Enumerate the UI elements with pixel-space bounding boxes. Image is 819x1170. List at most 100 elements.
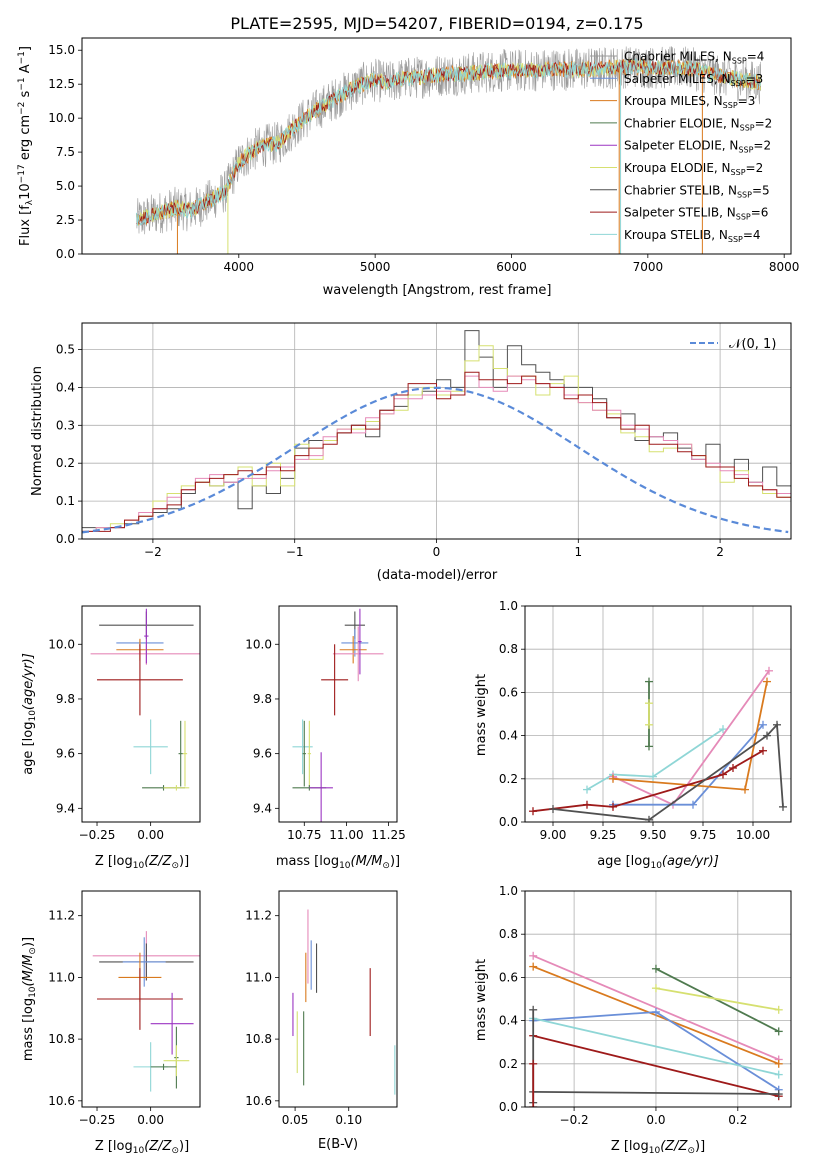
histogram-3 <box>82 371 791 539</box>
spectrum-ytick-label-5: 12.5 <box>48 77 75 91</box>
mass-weight-vs-z-frame <box>524 890 792 1108</box>
mass-weight-vs-age-marker-6-5 <box>759 746 767 755</box>
spectrum-ytick-label-3: 7.5 <box>56 145 75 159</box>
mass-weight-vs-z-xlabel: Z [log10(Z/Z⊙)] <box>611 1139 705 1156</box>
mass-vs-ebv-ytick-label-1: 10.8 <box>245 1032 272 1046</box>
residuals-ytick-label-4: 0.4 <box>56 380 75 394</box>
age-vs-mass-ytick-label-2: 9.8 <box>253 692 272 706</box>
residuals-xtick-label-2: 0 <box>433 545 441 559</box>
legend-label-3: Chabrier ELODIE, NSSP=2 <box>624 116 772 132</box>
spectrum-legend: Chabrier MILES, NSSP=4 Salpeter MILES, NS… <box>590 50 772 244</box>
mass-weight-vs-z-marker-4-1 <box>651 1007 660 1016</box>
mass-vs-ebv-plot-area <box>292 909 396 1095</box>
age-vs-z-ytick-label-0: 9.4 <box>56 801 75 815</box>
age-vs-z-point-7 <box>182 720 188 787</box>
figure-title: PLATE=2595, MJD=54207, FIBERID=0194, z=0… <box>230 14 643 33</box>
spectrum-ytick-label-2: 5.0 <box>56 179 75 193</box>
mass-vs-z-xlabel: Z [log10(Z/Z⊙)] <box>95 1139 189 1156</box>
mass-vs-z-point-2 <box>122 937 166 987</box>
mass-weight-vs-z-series-0 <box>532 954 780 1061</box>
mass-weight-vs-age-marker-4-2 <box>759 720 767 729</box>
mass-weight-vs-age-marker-7-2 <box>763 731 771 740</box>
mass-weight-vs-z-marker-0-0 <box>529 951 538 960</box>
spectrum-ytick-label-0: 0.0 <box>56 247 75 261</box>
age-vs-mass-axes: 10.75 11.00 11.25 9.4 9.6 9.8 10.0 <box>245 605 406 842</box>
residuals-ytick-label-3: 0.3 <box>56 418 75 432</box>
mass-weight-vs-age-axes: 9.00 9.25 9.50 9.75 10.00 0.0 0.2 0.4 0.6 0.8 1.0 <box>499 599 792 842</box>
mass-weight-vs-age-ytick-label-1: 0.2 <box>499 772 518 786</box>
residuals-ytick-label-5: 0.5 <box>56 343 75 357</box>
mass-weight-vs-z-ylabel: mass weight <box>474 959 489 1041</box>
mass-weight-vs-z-marker-2-0 <box>651 964 660 973</box>
residuals-ylabel: Normed distribution <box>30 366 45 496</box>
age-vs-z-point-6 <box>178 720 183 787</box>
residuals-xlabel: (data-model)/error <box>377 568 498 583</box>
mass-weight-vs-age-frame <box>524 605 792 823</box>
mass-weight-vs-z-xtick-label-1: 0.0 <box>646 1113 665 1127</box>
mass-vs-z-plot-area <box>92 931 200 1092</box>
age-vs-mass-point-9 <box>309 752 333 822</box>
histogram-1 <box>82 345 791 539</box>
mass-weight-vs-age-ytick-label-5: 1.0 <box>499 599 518 613</box>
age-vs-z-ytick-label-3: 10.0 <box>48 637 75 651</box>
residuals-ytick-label-0: 0.0 <box>56 532 75 546</box>
mass-weight-vs-age-xtick-label-4: 10.00 <box>736 828 770 842</box>
gaussian-curve <box>82 386 789 534</box>
histogram-2 <box>82 375 791 539</box>
age-vs-z-axes: −0.25 0.00 9.4 9.6 9.8 10.0 <box>48 605 201 842</box>
mass-weight-vs-z-marker-5-1 <box>774 1070 783 1079</box>
legend-label-6: Chabrier STELIB, NSSP=5 <box>624 183 770 199</box>
mass-vs-z-frame <box>81 890 201 1108</box>
mass-weight-vs-z-series-3 <box>655 987 779 1011</box>
spectrum-ytick-label-1: 2.5 <box>56 213 75 227</box>
mass-weight-vs-z-panel: −0.2 0.0 0.2 0.0 0.2 0.4 0.6 0.8 1.0 Z [log10(Z/… <box>474 884 792 1156</box>
legend-label-1: Salpeter MILES, NSSP=3 <box>624 72 763 88</box>
residuals-panel: −2 −1 0 1 2 0.0 0.1 0.2 0.3 0.4 0.5 (data-model)/e… <box>30 322 792 583</box>
mass-weight-vs-age-xlabel: age [log10(age/yr)] <box>597 854 719 871</box>
mass-weight-vs-z-xtick-label-2: 0.2 <box>728 1113 747 1127</box>
age-vs-z-plot-area <box>90 608 200 791</box>
mass-vs-ebv-ytick-label-0: 10.6 <box>245 1094 272 1108</box>
age-vs-mass-point-10 <box>358 608 362 675</box>
mass-weight-vs-age-ytick-label-0: 0.0 <box>499 815 518 829</box>
mass-weight-vs-z-series-5 <box>532 1017 779 1076</box>
age-vs-mass-panel: 10.75 11.00 11.25 9.4 9.6 9.8 10.0 mass [log10… <box>245 605 406 871</box>
mass-vs-ebv-ytick-label-2: 11.0 <box>245 970 272 984</box>
residuals-xtick-label-1: −1 <box>286 545 304 559</box>
age-vs-mass-xtick-label-1: 11.00 <box>329 828 363 842</box>
age-vs-mass-frame <box>278 605 398 823</box>
age-vs-mass-plot-area <box>292 608 384 822</box>
mass-vs-z-ytick-label-2: 11.0 <box>48 970 75 984</box>
residuals-ytick-label-1: 0.1 <box>56 494 75 508</box>
age-vs-z-point-4 <box>97 644 183 716</box>
mass-weight-vs-age-marker-6-2 <box>609 802 617 811</box>
spectrum-series-3 <box>136 58 761 225</box>
age-vs-z-panel: −0.25 0.00 9.4 9.6 9.8 10.0 Z [log10(Z/Z⊙)] a… <box>21 605 201 871</box>
age-vs-z-frame <box>81 605 201 823</box>
age-vs-mass-ytick-label-1: 9.6 <box>253 747 272 761</box>
mass-vs-z-point-4 <box>97 968 183 1030</box>
mass-weight-vs-age-marker-5-2 <box>763 677 771 686</box>
mass-vs-z-ytick-label-1: 10.8 <box>48 1032 75 1046</box>
mass-weight-vs-z-marker-2-1 <box>774 1027 783 1036</box>
age-vs-mass-point-4 <box>321 644 349 716</box>
legend-label-7: Salpeter STELIB, NSSP=6 <box>624 206 768 222</box>
mass-weight-vs-age-marker-6-1 <box>583 800 591 809</box>
age-vs-mass-point-6 <box>302 720 306 787</box>
age-vs-z-xlabel: Z [log10(Z/Z⊙)] <box>95 854 189 871</box>
mass-vs-z-axes: −0.25 0.00 10.6 10.8 11.0 11.2 <box>48 890 201 1127</box>
mass-vs-z-panel: −0.25 0.00 10.6 10.8 11.0 11.2 Z [log10(Z/Z⊙)… <box>21 890 201 1156</box>
age-vs-mass-xlabel: mass [log10(M/M⊙)] <box>276 854 400 871</box>
mass-weight-vs-age-marker-2-0 <box>583 785 591 794</box>
mass-weight-vs-z-marker-1-1 <box>774 1059 783 1068</box>
mass-weight-vs-z-series-2 <box>655 967 780 1033</box>
mass-weight-vs-age-series-2 <box>586 728 724 791</box>
mass-weight-vs-age-marker-0-1 <box>645 677 653 686</box>
mass-weight-vs-age-ylabel: mass weight <box>474 674 489 756</box>
mass-weight-vs-age-marker-2-3 <box>719 725 727 734</box>
spectrum-xtick-label-2: 6000 <box>496 260 527 274</box>
legend-label-0: Chabrier MILES, NSSP=4 <box>624 50 764 66</box>
mass-weight-vs-z-ytick-label-2: 0.4 <box>499 1014 518 1028</box>
age-vs-mass-point-1 <box>341 629 369 657</box>
mass-weight-vs-age-marker-7-4 <box>779 802 787 811</box>
